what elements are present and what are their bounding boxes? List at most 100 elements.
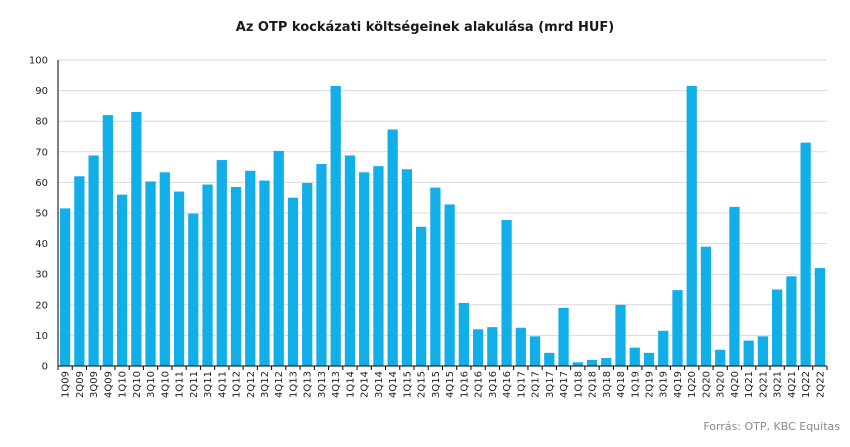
- x-tick-label: 4Q13: [331, 371, 342, 398]
- x-tick-label: 3Q21: [773, 371, 784, 398]
- bar: [131, 112, 142, 367]
- y-tick-label: 70: [35, 147, 48, 158]
- x-tick-label: 2Q10: [132, 371, 143, 398]
- x-tick-label: 4Q11: [217, 371, 228, 398]
- bar: [772, 289, 783, 366]
- x-tick-label: 3Q09: [89, 371, 100, 398]
- x-tick-label: 4Q19: [673, 371, 684, 398]
- x-tick-label: 2Q20: [701, 371, 712, 398]
- bar: [529, 336, 541, 366]
- bar: [743, 340, 754, 366]
- bar: [601, 358, 612, 366]
- bar: [102, 115, 113, 366]
- x-tick-label: 3Q15: [431, 371, 442, 398]
- x-tick-label: 2Q13: [303, 371, 314, 398]
- bar: [316, 164, 327, 366]
- x-tick-label: 3Q19: [659, 371, 670, 398]
- chart-title: Az OTP kockázati költségeinek alakulása …: [235, 20, 615, 35]
- bar: [800, 142, 811, 366]
- bar: [544, 352, 555, 366]
- x-tick-label: 2Q09: [75, 371, 86, 398]
- x-tick-label: 3Q10: [146, 371, 157, 398]
- bar: [658, 330, 669, 366]
- x-tick-label: 1Q16: [459, 371, 470, 398]
- x-tick-label: 3Q20: [716, 371, 727, 398]
- source-note: Forrás: OTP, KBC Equitas: [703, 420, 840, 433]
- bar: [202, 184, 213, 366]
- bar: [757, 336, 769, 366]
- y-tick-label: 0: [42, 362, 48, 373]
- x-tick-label: 3Q12: [260, 371, 271, 398]
- bar: [159, 172, 170, 366]
- bar: [786, 276, 797, 366]
- x-tick-label: 1Q17: [516, 371, 527, 398]
- y-tick-label: 40: [35, 239, 48, 250]
- bar: [472, 329, 484, 366]
- bar: [643, 352, 655, 366]
- x-tick-label: 4Q20: [730, 371, 741, 398]
- x-tick-label: 3Q18: [602, 371, 613, 398]
- x-tick-label: 1Q19: [630, 371, 641, 398]
- bar: [173, 191, 185, 366]
- x-tick-label: 2Q22: [815, 371, 826, 398]
- bar: [686, 86, 697, 366]
- bar: [501, 220, 512, 366]
- x-tick-label: 1Q09: [61, 371, 72, 398]
- bar: [444, 204, 455, 366]
- bar: [230, 186, 242, 366]
- bar: [302, 183, 313, 366]
- x-tick-label: 4Q10: [160, 371, 171, 398]
- x-tick-label: 3Q14: [374, 371, 385, 398]
- x-tick-label: 1Q18: [573, 371, 584, 398]
- x-tick-label: 2Q11: [189, 371, 200, 398]
- bar: [74, 176, 85, 366]
- x-tick-label: 1Q15: [402, 371, 413, 398]
- x-tick-labels: 1Q09 2Q09 3Q09 4Q09 1Q10 2Q10 3Q10 4Q10 1Q11 2Q11…: [61, 371, 827, 398]
- x-tick-label: 2Q17: [531, 371, 542, 398]
- x-tick-label: 1Q13: [288, 371, 299, 398]
- bar: [216, 160, 227, 366]
- x-tick-label: 4Q21: [787, 371, 798, 398]
- x-tick-label: 2Q16: [474, 371, 485, 398]
- bar: [629, 347, 640, 366]
- x-tick-label: 4Q16: [502, 371, 513, 398]
- bar: [116, 194, 128, 366]
- bar: [458, 302, 469, 366]
- bar: [387, 129, 398, 366]
- x-tick-label: 2Q15: [417, 371, 428, 398]
- bar: [586, 359, 598, 366]
- x-tick-label: 4Q09: [103, 371, 114, 398]
- gridlines: [58, 59, 827, 336]
- bar: [287, 197, 299, 366]
- x-tick-label: 1Q12: [232, 371, 243, 398]
- bar: [487, 327, 498, 366]
- y-tick-label: 80: [35, 117, 48, 128]
- x-tick-label: 1Q20: [687, 371, 698, 398]
- bar: [88, 155, 99, 366]
- x-tick-label: 1Q14: [345, 371, 356, 398]
- bar: [729, 206, 740, 366]
- bar: [59, 208, 71, 366]
- bar: [259, 180, 270, 366]
- bar: [515, 327, 526, 366]
- x-tick-label: 2Q21: [758, 371, 769, 398]
- x-tick-label: 4Q14: [388, 371, 399, 398]
- bar: [330, 86, 341, 366]
- x-tick-label: 4Q12: [274, 371, 285, 398]
- x-tick-label: 3Q16: [488, 371, 499, 398]
- x-tick-label: 2Q12: [246, 371, 257, 398]
- x-tick-label: 4Q17: [559, 371, 570, 398]
- bar: [145, 181, 156, 366]
- x-tick-label: 3Q17: [545, 371, 556, 398]
- x-tick-label: 1Q11: [175, 371, 186, 398]
- y-tick-label: 100: [29, 56, 48, 67]
- x-tick-label: 3Q13: [317, 371, 328, 398]
- bar: [558, 307, 569, 366]
- bar: [715, 349, 726, 366]
- x-tick-label: 2Q14: [360, 371, 371, 398]
- x-tick-label: 3Q11: [203, 371, 214, 398]
- axes: [57, 60, 828, 370]
- y-tick-label: 20: [35, 300, 48, 311]
- x-tick-label: 1Q21: [744, 371, 755, 398]
